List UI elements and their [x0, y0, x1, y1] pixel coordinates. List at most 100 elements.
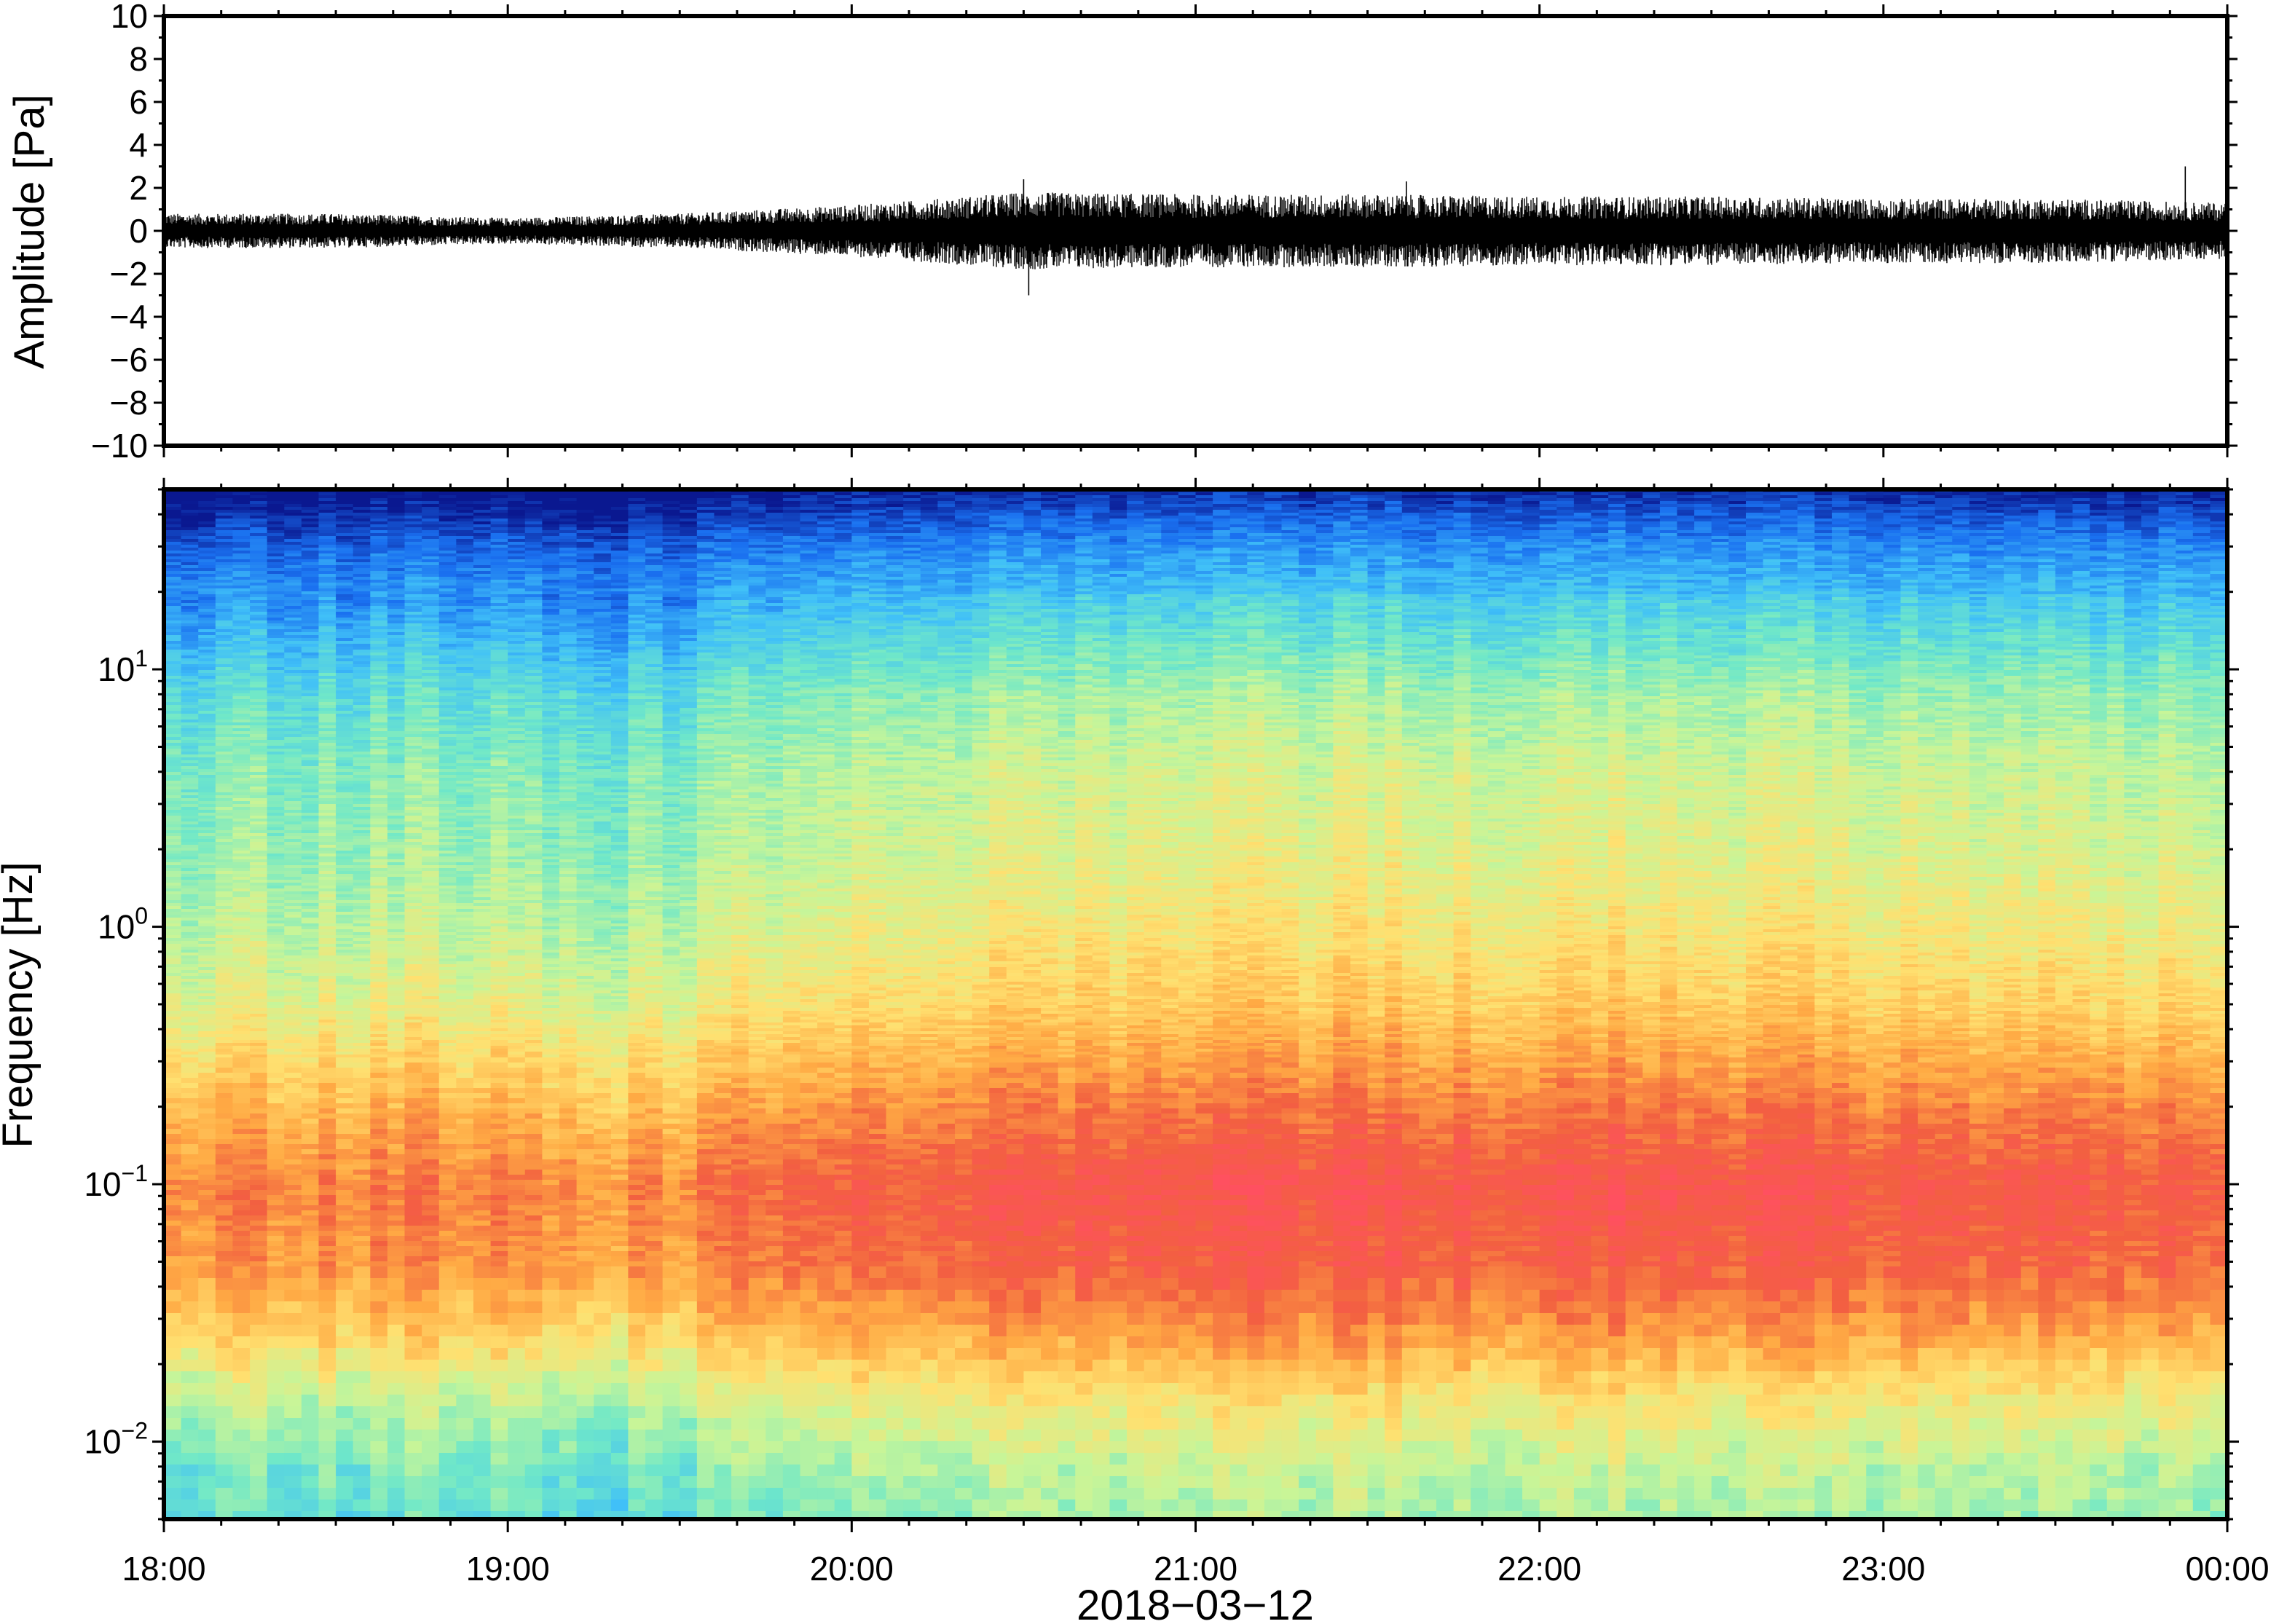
spectrogram-cell — [353, 1043, 371, 1046]
spectrogram-cell — [302, 886, 319, 888]
spectrogram-cell — [198, 985, 216, 988]
spectrogram-cell — [439, 967, 457, 970]
spectrogram-cell — [250, 1236, 267, 1241]
spectrogram-cell — [302, 1049, 319, 1052]
spectrogram-cell — [267, 950, 285, 953]
spectrogram-cell — [216, 868, 233, 871]
spectrogram-cell — [302, 781, 319, 784]
spectrogram-cell — [456, 720, 473, 722]
spectrogram-cell — [422, 1170, 439, 1175]
spectrogram-cell — [284, 821, 302, 824]
spectrogram-cell — [302, 1371, 319, 1383]
spectrogram-cell — [232, 722, 250, 725]
spectrogram-cell — [250, 1014, 267, 1017]
spectrogram-cell — [318, 1418, 336, 1430]
spectrogram-cell — [422, 1052, 439, 1055]
spectrogram-cell — [456, 1083, 473, 1088]
spectrogram-cell — [284, 763, 302, 766]
spectrogram-cell — [370, 591, 387, 594]
spectrogram-cell — [439, 833, 457, 836]
spectrogram-cell — [439, 696, 457, 699]
spectrogram-cell — [267, 1037, 285, 1040]
spectrogram-cell — [302, 740, 319, 743]
spectrogram-cell — [318, 807, 336, 810]
spectrogram-cell — [267, 993, 285, 996]
spectrogram-cell — [336, 1083, 353, 1088]
spectrogram-cell — [336, 685, 353, 687]
spectrogram-cell — [181, 856, 199, 859]
spectrogram-cell — [284, 897, 302, 900]
spectrogram-cell — [181, 588, 199, 591]
spectrogram-cell — [164, 504, 181, 507]
spectrogram-cell — [370, 935, 387, 938]
spectrogram-cell — [267, 854, 285, 856]
spectrogram-cell — [302, 1020, 319, 1022]
spectrogram-cell — [198, 1043, 216, 1046]
spectrogram-cell — [198, 1200, 216, 1205]
spectrogram-cell — [181, 967, 199, 970]
spectrogram-cell — [353, 792, 371, 795]
spectrogram-cell — [353, 740, 371, 743]
spectrogram-cell — [164, 693, 181, 696]
spectrogram-cell — [232, 1068, 250, 1073]
spectrogram-cell — [336, 1119, 353, 1124]
spectrogram-cell — [232, 807, 250, 810]
spectrogram-cell — [422, 591, 439, 594]
spectrogram-cell — [318, 574, 336, 577]
spectrogram-cell — [387, 1078, 405, 1083]
spectrogram-cell — [387, 717, 405, 720]
spectrogram-cell — [267, 1108, 285, 1113]
spectrogram-cell — [198, 953, 216, 955]
spectrogram-cell — [216, 1418, 233, 1430]
spectrogram-cell — [302, 600, 319, 603]
spectrogram-cell — [456, 1406, 473, 1418]
spectrogram-cell — [198, 609, 216, 612]
spectrogram-cell — [422, 955, 439, 958]
spectrogram-cell — [439, 982, 457, 985]
spectrogram-cell — [267, 1190, 285, 1195]
spectrogram-cell — [181, 1068, 199, 1073]
spectrogram-cell — [302, 769, 319, 772]
spectrogram-cell — [250, 1190, 267, 1195]
spectrogram-cell — [250, 653, 267, 655]
spectrogram-cell — [250, 603, 267, 606]
spectrogram-cell — [473, 1190, 491, 1195]
spectrogram-cell — [284, 769, 302, 772]
spectrogram-cell — [198, 1017, 216, 1020]
spectrogram-cell — [302, 950, 319, 953]
spectrogram-cell — [318, 1251, 336, 1256]
spectrogram-cell — [198, 1336, 216, 1348]
spectrogram-cell — [267, 559, 285, 562]
spectrogram-cell — [422, 848, 439, 851]
spectrogram-cell — [216, 865, 233, 868]
spectrogram-cell — [491, 516, 508, 519]
spectrogram-cell — [456, 833, 473, 836]
spectrogram-cell — [216, 1301, 233, 1313]
spectrogram-cell — [336, 845, 353, 848]
spectrogram-cell — [216, 1336, 233, 1348]
spectrogram-cell — [353, 1180, 371, 1185]
spectrogram-cell — [473, 883, 491, 886]
spectrogram-cell — [353, 1266, 371, 1278]
spectrogram-cell — [216, 839, 233, 842]
spectrogram-cell — [353, 1134, 371, 1139]
spectrogram-cell — [198, 1348, 216, 1360]
spectrogram-cell — [302, 743, 319, 746]
spectrogram-cell — [181, 1180, 199, 1185]
spectrogram-cell — [284, 1190, 302, 1195]
spectrogram-cell — [353, 588, 371, 591]
spectrogram-cell — [336, 891, 353, 894]
spectrogram-cell — [456, 1246, 473, 1251]
spectrogram-cell — [405, 1360, 422, 1371]
spectrogram-cell — [405, 1180, 422, 1185]
spectrogram-cell — [181, 734, 199, 737]
spectrogram-cell — [387, 1180, 405, 1185]
spectrogram-cell — [387, 650, 405, 653]
spectrogram-cell — [336, 1164, 353, 1170]
spectrogram-cell — [353, 664, 371, 667]
spectrogram-cell — [164, 950, 181, 953]
spectrogram-cell — [164, 865, 181, 868]
spectrogram-cell — [473, 1093, 491, 1098]
spectrogram-cell — [232, 635, 250, 638]
spectrogram-cell — [181, 1360, 199, 1371]
